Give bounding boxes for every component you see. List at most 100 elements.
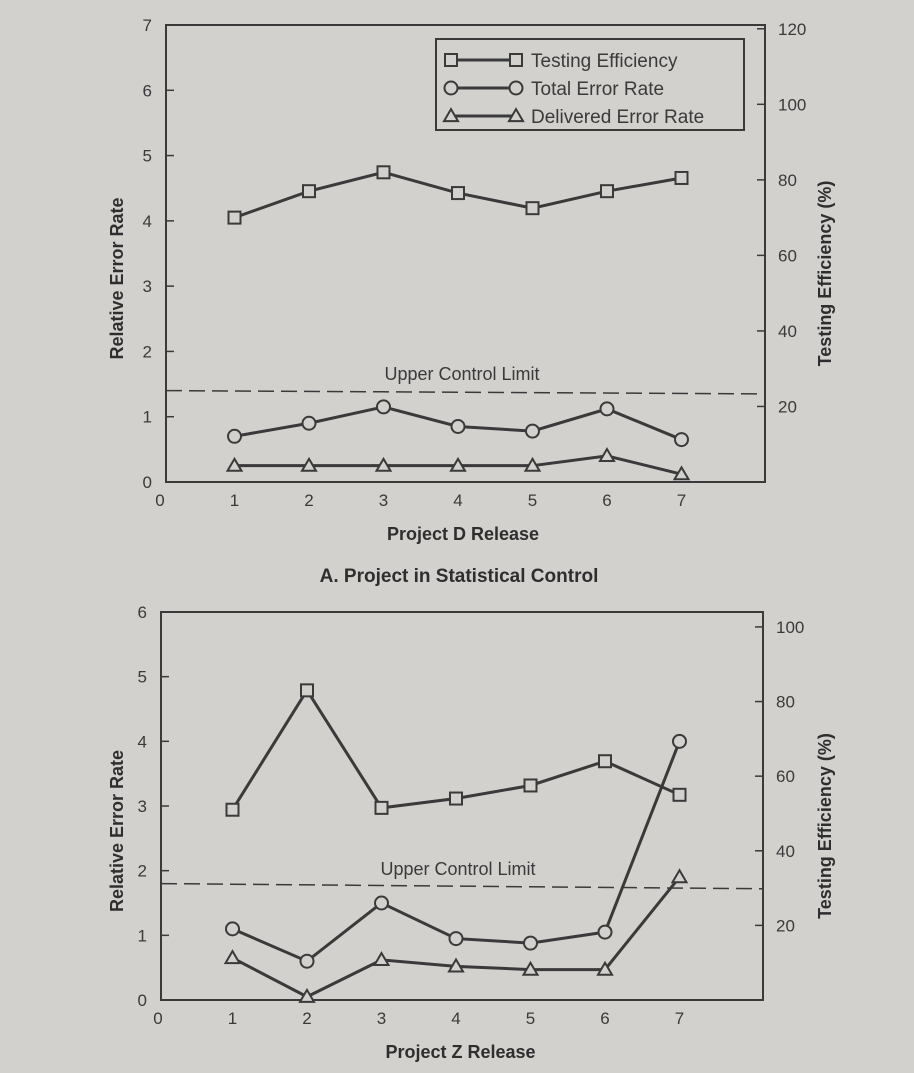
chart-b-y2-axis-title: Testing Efficiency (%): [815, 733, 835, 919]
chart-b-y2-tick-label: 80: [776, 693, 795, 712]
chart-a-y2-tick-label: 40: [778, 322, 797, 341]
chart-a-circle-marker: [599, 401, 615, 417]
chart-a-square-marker: [451, 186, 465, 201]
chart-a-y-axis-title: Relative Error Rate: [107, 197, 127, 359]
chart-a-control-limit-label: Upper Control Limit: [384, 364, 539, 384]
chart-b-x-tick-label: 4: [451, 1009, 460, 1028]
chart-a-square-marker: [674, 170, 689, 185]
chart-b-triangle-marker: [223, 949, 242, 965]
chart-b-triangle-marker: [670, 868, 689, 884]
chart-a-triangle-marker: [523, 456, 542, 472]
chart-b-square-marker: [523, 778, 538, 793]
chart-a-plot-frame: [165, 24, 766, 483]
chart-a-square-marker: [227, 210, 242, 225]
chart-a-y-tick-label: 1: [143, 408, 152, 427]
chart-b-y-tick-label: 0: [138, 991, 147, 1010]
chart-a-y2-tick-label: 20: [778, 397, 797, 416]
chart-a-triangle-marker: [225, 456, 244, 472]
chart-a-y2-tick-label: 100: [778, 95, 806, 114]
chart-b-circle-marker: [374, 895, 389, 911]
chart-b-y2-tick-label: 100: [776, 618, 804, 637]
chart-a-y-tick-label: 2: [143, 342, 152, 361]
chart-a-x-tick-label: 4: [453, 491, 462, 510]
chart-b-square-marker: [225, 802, 240, 817]
chart-b-triangle-marker: [521, 960, 540, 976]
chart-a-x-tick-label: 5: [528, 491, 537, 510]
chart-a-y-tick-label: 3: [143, 277, 152, 296]
chart-b-circle-marker: [299, 953, 315, 969]
chart-a-y2-tick-label: 60: [778, 246, 797, 265]
chart-b-x-tick-label: 7: [675, 1009, 684, 1028]
chart-a-y-tick-label: 5: [143, 147, 152, 166]
chart-b-square-marker: [300, 683, 314, 698]
chart-b-x-tick-label: 0: [153, 1009, 162, 1028]
chart-a-square-marker: [600, 184, 614, 199]
chart-a-y2-axis-title: Testing Efficiency (%): [815, 181, 835, 367]
chart-a-x-tick-label: 2: [304, 491, 313, 510]
chart-a-square-marker: [302, 184, 316, 199]
chart-a-triangle-marker: [449, 456, 467, 472]
chart-a-circle-marker: [674, 432, 689, 448]
chart-b-control-limit-label: Upper Control Limit: [380, 859, 535, 879]
chart-b-triangle-marker: [447, 957, 465, 973]
chart-b-triangle-marker: [372, 951, 391, 967]
chart-a-circle-marker: [525, 423, 540, 439]
chart-b-series-circle-line: [231, 740, 681, 963]
chart-a-triangle-marker: [598, 447, 616, 463]
chart-b-triangle-marker: [596, 960, 614, 976]
chart-a-legend-circle-marker: [508, 80, 524, 96]
chart-a-y-tick-label: 7: [143, 16, 152, 35]
chart-b-y2-tick-label: 60: [776, 767, 795, 786]
chart-a-x-tick-label: 3: [379, 491, 388, 510]
chart-b-y-tick-label: 1: [138, 926, 147, 945]
chart-a-legend-label: Delivered Error Rate: [531, 107, 704, 128]
chart-b-y-tick-label: 5: [138, 668, 147, 687]
chart-b-square-marker: [598, 754, 612, 769]
chart-b-x-tick-label: 3: [377, 1009, 386, 1028]
chart-a-circle-marker: [450, 419, 466, 435]
chart-b-circle-marker: [448, 931, 464, 947]
chart-a-circle-marker: [227, 428, 242, 444]
chart-a-circle-marker: [301, 415, 317, 431]
chart-b-control-limit-line: [160, 882, 764, 890]
chart-a-triangle-marker: [672, 465, 691, 481]
chart-a-y-tick-label: 6: [143, 81, 152, 100]
chart-a-triangle-marker: [300, 456, 318, 472]
chart-a-legend-square-marker: [444, 53, 458, 67]
chart-a-legend-triangle-marker: [442, 107, 460, 123]
chart-b-circle-marker: [672, 733, 687, 749]
chart-a-circle-marker: [376, 399, 391, 415]
chart-b-triangle-marker: [298, 987, 316, 1003]
chart-a-legend-square-marker: [509, 53, 523, 67]
chart-a-y2-tick-label: 120: [778, 20, 806, 39]
chart-b-circle-marker: [597, 924, 613, 940]
chart-b-x-tick-label: 5: [526, 1009, 535, 1028]
chart-b-x-tick-label: 2: [302, 1009, 311, 1028]
chart-a-legend-box: [435, 38, 745, 131]
chart-a-y-tick-label: 0: [143, 473, 152, 492]
chart-b-circle-marker: [523, 935, 538, 951]
chart-a-triangle-marker: [374, 456, 393, 472]
chart-a-square-marker: [525, 201, 540, 216]
chart-a-legend-circle-marker: [443, 80, 459, 96]
chart-b-square-marker: [449, 791, 463, 806]
chart-b-y-tick-label: 6: [138, 603, 147, 622]
chart-a-x-tick-label: 0: [155, 491, 164, 510]
chart-a-x-tick-label: 7: [677, 491, 686, 510]
chart-a-square-marker: [376, 165, 391, 180]
chart-a-x-tick-label: 1: [230, 491, 239, 510]
chart-b-x-tick-label: 6: [600, 1009, 609, 1028]
chart-a-x-tick-label: 6: [602, 491, 611, 510]
chart-a-legend-triangle-marker: [507, 107, 525, 123]
chart-b-y-tick-label: 4: [138, 732, 147, 751]
chart-b-x-axis-title: Project Z Release: [385, 1042, 535, 1062]
chart-a-y2-tick-label: 80: [778, 171, 797, 190]
chart-a-x-axis-title: Project D Release: [387, 524, 539, 544]
chart-a-caption: A. Project in Statistical Control: [320, 566, 599, 587]
chart-a-legend-label: Testing Efficiency: [531, 51, 678, 72]
chart-b-y2-tick-label: 40: [776, 842, 795, 861]
chart-b-y-tick-label: 3: [138, 797, 147, 816]
chart-b-y2-tick-label: 20: [776, 916, 795, 935]
chart-b-y-tick-label: 2: [138, 862, 147, 881]
